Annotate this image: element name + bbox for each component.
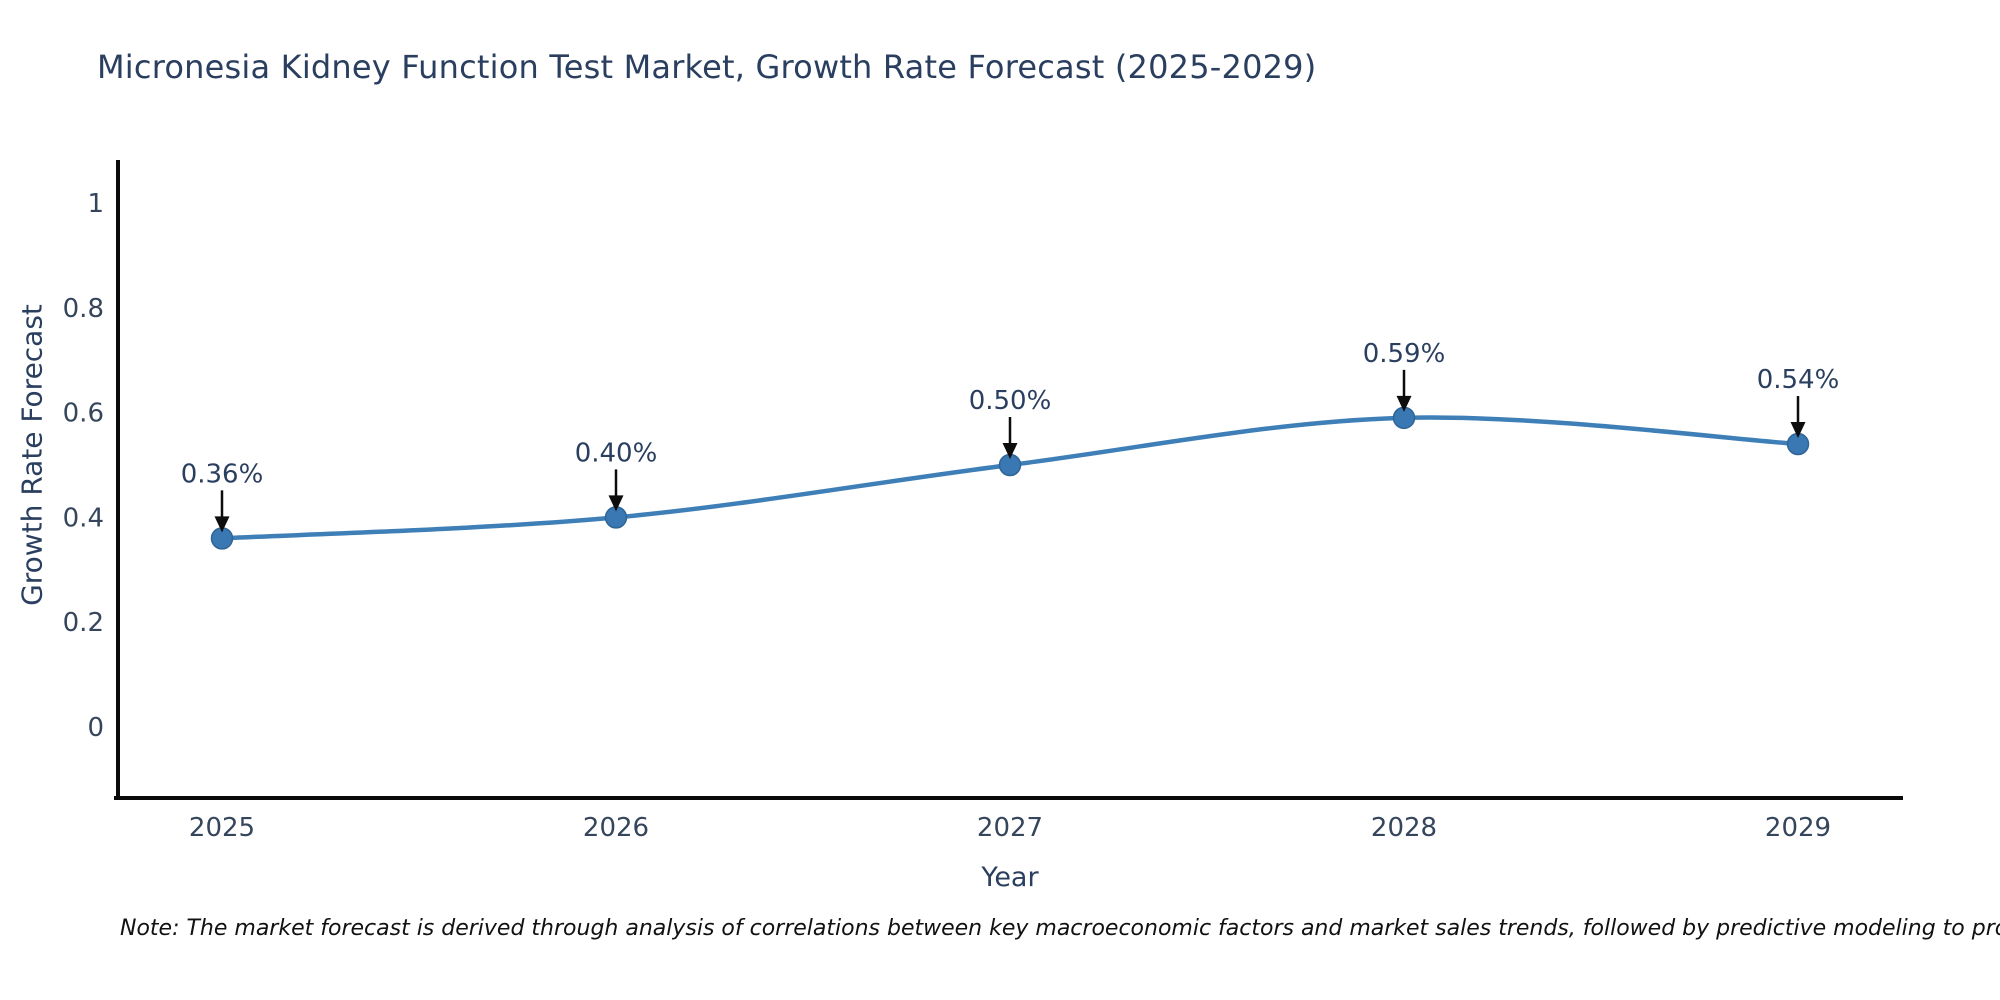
y-tick-label: 0.2 xyxy=(63,608,104,638)
annotation-label: 0.54% xyxy=(1757,365,1840,395)
annotation-arrowhead xyxy=(214,516,230,533)
x-tick-label: 2029 xyxy=(1765,813,1831,843)
chart-title: Micronesia Kidney Function Test Market, … xyxy=(97,48,1317,86)
annotation-label: 0.36% xyxy=(181,459,264,489)
y-tick-label: 0.4 xyxy=(63,503,104,533)
annotation-arrowhead xyxy=(1790,422,1806,439)
annotation-label: 0.59% xyxy=(1363,339,1446,369)
x-axis-title: Year xyxy=(980,862,1039,893)
annotation-arrowhead xyxy=(1396,395,1412,412)
chart-series-group: 0 0.2 0.4 0.6 0.8 1 2025 2026 2027 2028 2029 0.36% 0… xyxy=(63,189,1840,843)
x-tick-label: 2028 xyxy=(1371,813,1437,843)
x-tick-label: 2025 xyxy=(189,813,255,843)
y-tick-label: 0.6 xyxy=(63,399,104,429)
x-tick-label: 2027 xyxy=(977,813,1043,843)
y-tick-label: 0 xyxy=(87,713,104,743)
y-tick-label: 0.8 xyxy=(63,294,104,324)
y-tick-label: 1 xyxy=(87,189,104,219)
footnote-text: Note: The market forecast is derived thr… xyxy=(120,916,2000,941)
annotation-label: 0.50% xyxy=(969,386,1052,416)
annotation-label: 0.40% xyxy=(575,438,658,468)
x-tick-label: 2026 xyxy=(583,813,649,843)
annotation-arrowhead xyxy=(608,495,624,512)
annotation-arrowhead xyxy=(1002,443,1018,459)
